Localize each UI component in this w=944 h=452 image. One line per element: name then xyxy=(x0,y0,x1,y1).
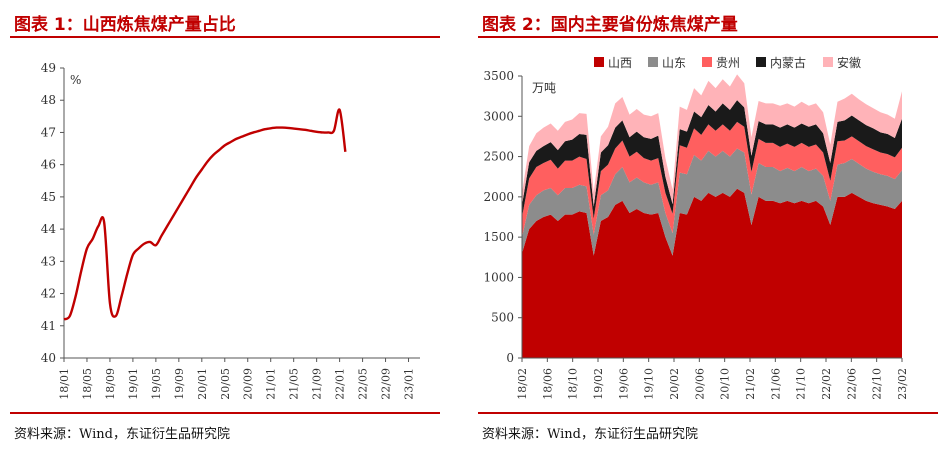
left-x-tick-label: 18/09 xyxy=(104,368,117,400)
right-y-tick-label: 1000 xyxy=(483,270,514,284)
area-series-5 xyxy=(522,74,902,207)
right-x-tick-label: 22/02 xyxy=(820,368,833,400)
right-source-note: 资料来源：Wind，东证衍生品研究院 xyxy=(482,427,698,442)
left-x-tick-label: 19/05 xyxy=(150,368,163,400)
left-x-tick-label: 20/05 xyxy=(219,368,232,400)
right-y-tick-label: 3000 xyxy=(483,109,514,123)
right-x-tick-label: 19/02 xyxy=(592,368,605,400)
right-x-tick-label: 22/06 xyxy=(845,368,858,400)
left-x-tick-label: 22/01 xyxy=(334,368,347,400)
legend-label: 贵州 xyxy=(716,56,740,70)
right-y-tick-label: 0 xyxy=(506,351,514,365)
legend-swatch xyxy=(702,57,712,67)
left-y-tick-label: 45 xyxy=(41,190,56,204)
left-series-line xyxy=(63,108,347,321)
area-series-4 xyxy=(522,100,902,219)
left-y-tick-label: 49 xyxy=(41,61,56,75)
right-title-underline xyxy=(478,36,938,38)
left-x-tick-label: 21/05 xyxy=(288,368,301,400)
left-x-tick-label: 21/09 xyxy=(311,368,324,400)
left-y-tick-label: 43 xyxy=(41,254,56,268)
left-x-tick-label: 20/01 xyxy=(196,368,209,400)
right-footer-rule xyxy=(478,412,938,414)
right-x-tick-label: 22/10 xyxy=(871,368,884,400)
legend-swatch xyxy=(594,57,604,67)
right-y-tick-label: 2500 xyxy=(483,150,514,164)
right-x-tick-label: 19/10 xyxy=(643,368,656,400)
right-y-unit-label: 万吨 xyxy=(532,81,556,95)
left-chart-panel: 图表 1：山西炼焦煤产量占比 40 41 42 43 44 45 46 47 48 49% 18/0… xyxy=(0,0,450,452)
right-y-tick-label: 3500 xyxy=(483,69,514,83)
legend-swatch xyxy=(648,57,658,67)
left-line-chart: 40 41 42 43 44 45 46 47 48 49% 18/01 18/05 18/09 19/0… xyxy=(41,61,420,400)
right-x-tick-label: 18/02 xyxy=(516,368,529,400)
left-source-note: 资料来源：Wind，东证衍生品研究院 xyxy=(14,427,230,442)
left-y-tick-label: 47 xyxy=(41,125,56,139)
left-x-tick-label: 19/09 xyxy=(173,368,186,400)
left-x-tick-label: 18/01 xyxy=(58,368,71,400)
left-x-tick-label: 18/05 xyxy=(81,368,94,400)
left-x-tick-label: 19/01 xyxy=(127,368,140,400)
legend-swatch xyxy=(823,57,833,67)
right-x-tick-label: 20/02 xyxy=(668,368,681,400)
left-y-tick-label: 41 xyxy=(41,319,56,333)
left-footer-rule xyxy=(10,412,440,414)
right-x-tick-label: 21/10 xyxy=(795,368,808,400)
right-x-tick-label: 20/06 xyxy=(693,368,706,400)
left-y-tick-label: 48 xyxy=(41,93,56,107)
right-x-tick-label: 23/02 xyxy=(896,368,909,400)
left-y-tick-label: 42 xyxy=(41,287,56,301)
left-x-tick-label: 20/09 xyxy=(242,368,255,400)
legend-label: 安徽 xyxy=(837,55,861,70)
right-x-tick-label: 20/10 xyxy=(719,368,732,400)
area-series-1 xyxy=(522,188,902,358)
legend-label: 山东 xyxy=(662,56,686,70)
area-series-3 xyxy=(522,121,902,238)
right-x-tick-label: 21/02 xyxy=(744,368,757,400)
left-y-tick-label: 40 xyxy=(41,351,56,365)
right-x-tick-label: 18/10 xyxy=(567,368,580,400)
left-title-underline xyxy=(10,36,440,38)
left-chart-title: 图表 1：山西炼焦煤产量占比 xyxy=(14,15,236,35)
legend-label: 内蒙古 xyxy=(770,55,806,70)
left-x-tick-label: 21/01 xyxy=(265,368,278,400)
right-y-tick-label: 2000 xyxy=(483,190,514,204)
area-series-2 xyxy=(522,148,902,256)
legend-label: 山西 xyxy=(608,56,632,70)
right-stacked-area-chart: 0 500 1000 1500 2000 2500 3000 3500 万吨 18/02 18/06… xyxy=(483,55,909,400)
right-y-tick-label: 500 xyxy=(491,311,514,325)
right-x-tick-label: 21/06 xyxy=(769,368,782,400)
right-y-tick-label: 1500 xyxy=(483,230,514,244)
left-x-tick-label: 22/05 xyxy=(357,368,370,400)
right-legend: 山西 山东 贵州 内蒙古 安徽 xyxy=(594,55,861,70)
left-y-tick-label: 44 xyxy=(41,222,57,236)
left-x-tick-label: 23/01 xyxy=(403,368,416,400)
legend-swatch xyxy=(756,57,766,67)
right-x-tick-label: 19/06 xyxy=(617,368,630,400)
right-x-tick-label: 18/06 xyxy=(541,368,554,400)
right-chart-panel: 图表 2：国内主要省份炼焦煤产量 0 500 1000 1500 2000 2500 300… xyxy=(468,0,944,452)
left-x-tick-label: 22/09 xyxy=(380,368,393,400)
left-y-tick-label: 46 xyxy=(41,158,56,172)
left-y-unit-label: % xyxy=(70,73,81,87)
right-chart-title: 图表 2：国内主要省份炼焦煤产量 xyxy=(482,15,738,35)
